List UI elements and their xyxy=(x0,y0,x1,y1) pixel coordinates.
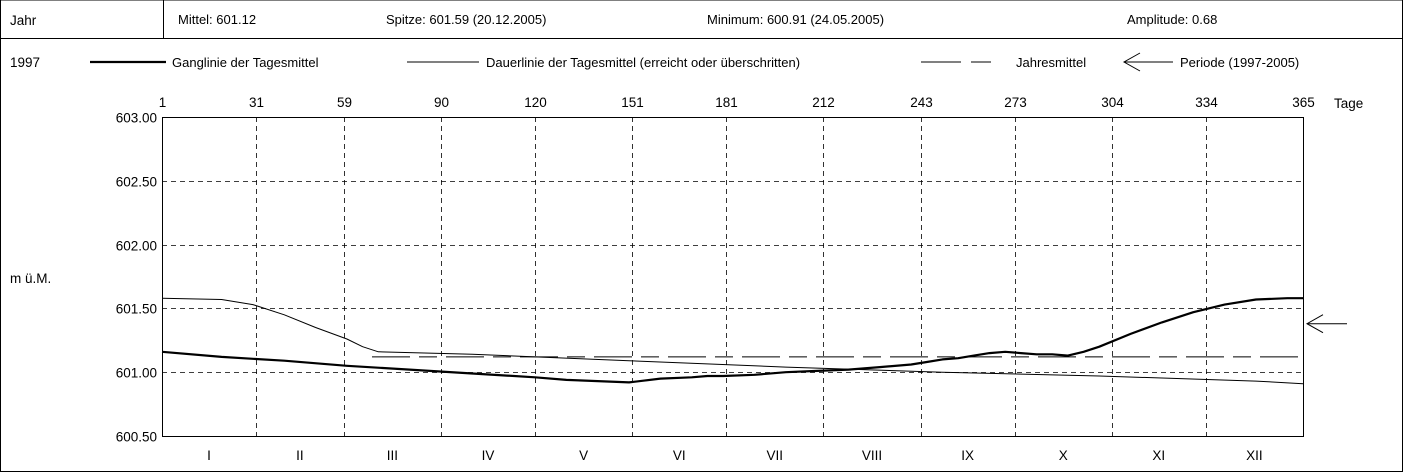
x-tick-label: 31 xyxy=(249,95,264,110)
y-axis-title: m ü.M. xyxy=(10,271,51,286)
month-label: VIII xyxy=(862,448,882,463)
chart-area: m ü.M. Tage 600.50 601.00 601.50 602.00 602.… xyxy=(10,95,1363,463)
x-tick-label: 120 xyxy=(524,95,547,110)
legend-year: 1997 xyxy=(10,55,40,70)
month-label: III xyxy=(387,448,398,463)
month-label: IV xyxy=(482,448,495,463)
month-labels: I II III IV V VI VII VIII IX X XI XII xyxy=(207,448,1263,463)
month-label: VII xyxy=(767,448,784,463)
periode-arrow-icon xyxy=(1305,314,1347,334)
series-group xyxy=(161,297,1347,385)
y-tick-label: 602.50 xyxy=(116,175,157,190)
x-tick-label: 212 xyxy=(812,95,835,110)
header-jahr-label: Jahr xyxy=(10,13,37,28)
x-tick-label: 334 xyxy=(1195,95,1218,110)
month-label: I xyxy=(207,448,211,463)
header-amplitude: Amplitude: 0.68 xyxy=(1127,12,1217,27)
header-minimum: Minimum: 600.91 (24.05.2005) xyxy=(707,12,884,27)
grid xyxy=(162,117,1303,436)
x-tick-label: 1 xyxy=(159,95,167,110)
dauerlinie-line xyxy=(161,297,1304,385)
legend-periode-arrow-icon xyxy=(1122,52,1173,72)
legend-jahresmittel-label: Jahresmittel xyxy=(1016,55,1086,70)
month-label: X xyxy=(1059,448,1068,463)
tick-labels: 600.50 601.00 601.50 602.00 602.50 603.001 31 5… xyxy=(116,95,1315,445)
header-spitze: Spitze: 601.59 (20.12.2005) xyxy=(386,12,546,27)
legend-ganglinie-label: Ganglinie der Tagesmittel xyxy=(172,55,319,70)
legend: 1997 Ganglinie der Tagesmittel Dauerlini… xyxy=(10,52,1299,72)
x-tick-label: 151 xyxy=(621,95,644,110)
x-tick-label: 90 xyxy=(434,95,449,110)
x-tick-label: 365 xyxy=(1292,95,1315,110)
ganglinie-line xyxy=(161,297,1303,384)
month-label: II xyxy=(296,448,304,463)
month-label: IX xyxy=(961,448,974,463)
x-tick-label: 181 xyxy=(715,95,738,110)
x-tick-label: 59 xyxy=(337,95,352,110)
month-label: VI xyxy=(673,448,686,463)
month-label: XI xyxy=(1152,448,1165,463)
header-row: Jahr Mittel: 601.12 Spitze: 601.59 (20.1… xyxy=(0,0,1403,39)
y-tick-label: 600.50 xyxy=(116,430,157,445)
month-label: XII xyxy=(1246,448,1263,463)
legend-dauerlinie-label: Dauerlinie der Tagesmittel (erreicht ode… xyxy=(486,55,800,70)
x-axis-title: Tage xyxy=(1334,96,1363,111)
header-mittel: Mittel: 601.12 xyxy=(178,12,256,27)
y-tick-label: 603.00 xyxy=(116,111,157,126)
legend-periode-label: Periode (1997-2005) xyxy=(1180,55,1299,70)
y-tick-label: 601.00 xyxy=(116,366,157,381)
month-label: V xyxy=(579,448,588,463)
x-tick-label: 273 xyxy=(1004,95,1027,110)
x-tick-label: 304 xyxy=(1101,95,1124,110)
plot-border xyxy=(162,117,1304,437)
y-tick-label: 601.50 xyxy=(116,302,157,317)
y-tick-label: 602.00 xyxy=(116,239,157,254)
x-tick-label: 243 xyxy=(910,95,933,110)
